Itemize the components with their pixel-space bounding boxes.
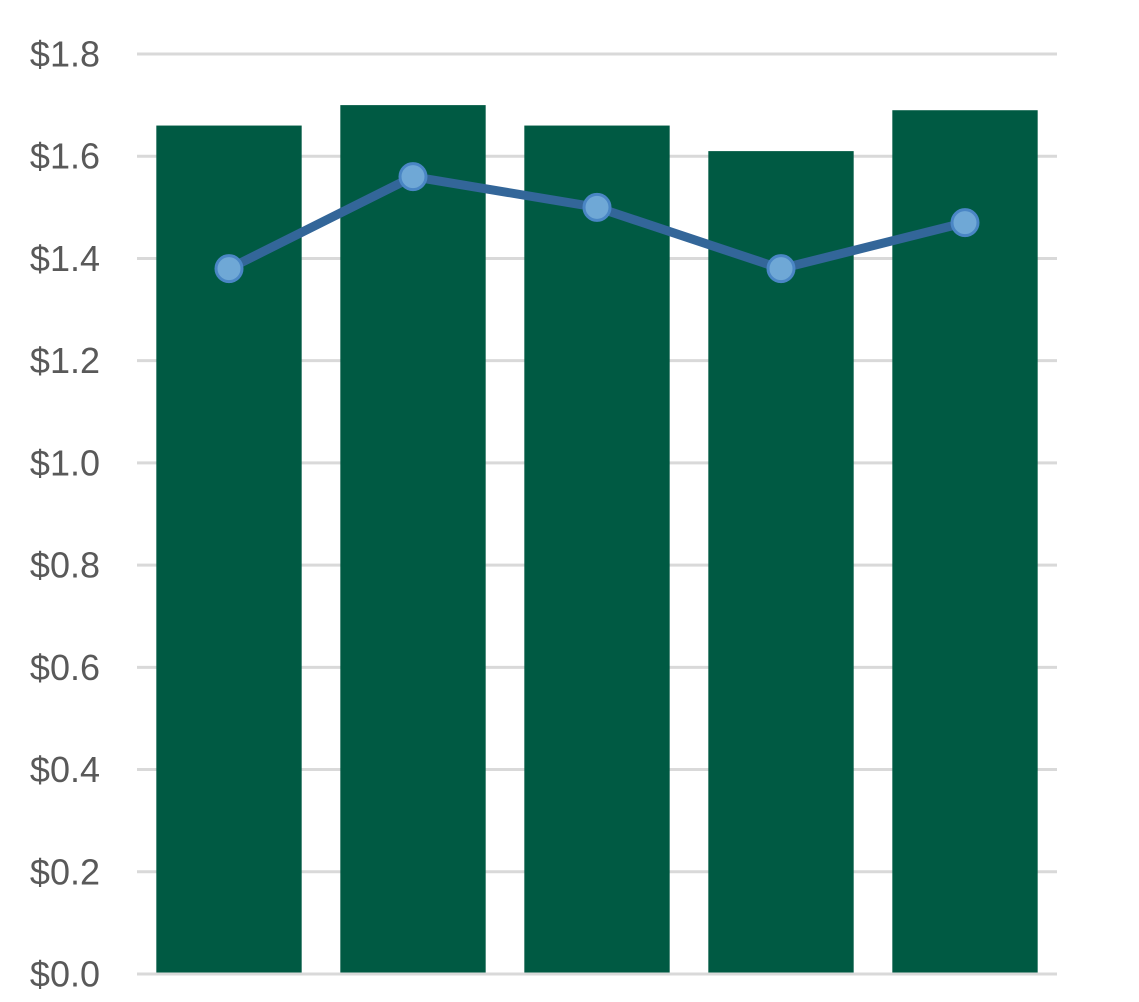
y-tick-label: $0.0 <box>30 954 100 995</box>
y-tick-label: $1.4 <box>30 238 100 279</box>
y-axis-tick-labels: $0.0 $0.2 $0.4 $0.6 $0.8 $1.0 $1.2 $1.4 $1.6 $1.8 <box>30 34 100 995</box>
line-point <box>950 208 980 238</box>
line-point <box>582 192 612 222</box>
y-tick-label: $1.6 <box>30 136 100 177</box>
bar <box>340 105 486 973</box>
y-tick-label: $0.4 <box>30 749 100 790</box>
y-tick-label: $0.8 <box>30 545 100 586</box>
bar <box>524 125 670 973</box>
y-tick-label: $1.2 <box>30 340 100 381</box>
y-tick-label: $1.8 <box>30 34 100 75</box>
line-point <box>766 254 796 284</box>
y-tick-label: $0.6 <box>30 647 100 688</box>
line-point <box>398 162 428 192</box>
y-tick-label: $1.0 <box>30 442 100 483</box>
line-series <box>214 162 980 284</box>
bar <box>892 110 1038 973</box>
bar <box>708 151 854 973</box>
bar <box>156 125 302 973</box>
y-tick-label: $0.2 <box>30 851 100 892</box>
line-point <box>214 254 244 284</box>
